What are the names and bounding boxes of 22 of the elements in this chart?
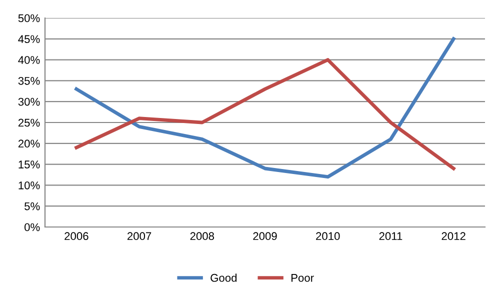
legend-label: Good bbox=[210, 274, 237, 282]
y-tick-label: 15% bbox=[18, 160, 40, 168]
x-tick-label: 2006 bbox=[64, 232, 88, 240]
line-series bbox=[74, 58, 456, 170]
y-tick-label: 25% bbox=[18, 118, 40, 127]
line-series bbox=[74, 37, 456, 179]
x-tick-label: 2009 bbox=[253, 232, 277, 240]
x-tick-label: 2010 bbox=[316, 232, 340, 240]
legend-label: Poor bbox=[291, 274, 314, 282]
y-tick-label: 10% bbox=[18, 181, 40, 190]
x-tick-label: 2007 bbox=[127, 232, 152, 240]
y-tick-label: 35% bbox=[18, 76, 40, 85]
y-tick-label: 0% bbox=[24, 223, 40, 232]
y-tick-label: 20% bbox=[18, 140, 40, 148]
y-tick-label: 30% bbox=[18, 98, 40, 106]
y-tick-label: 50% bbox=[18, 14, 40, 22]
x-tick-label: 2012 bbox=[442, 232, 466, 240]
x-tick-label: 2008 bbox=[190, 232, 214, 240]
y-tick-label: 40% bbox=[18, 56, 40, 64]
y-tick-label: 45% bbox=[18, 35, 40, 44]
y-tick-label: 5% bbox=[24, 202, 40, 210]
x-tick-label: 2011 bbox=[379, 232, 402, 240]
